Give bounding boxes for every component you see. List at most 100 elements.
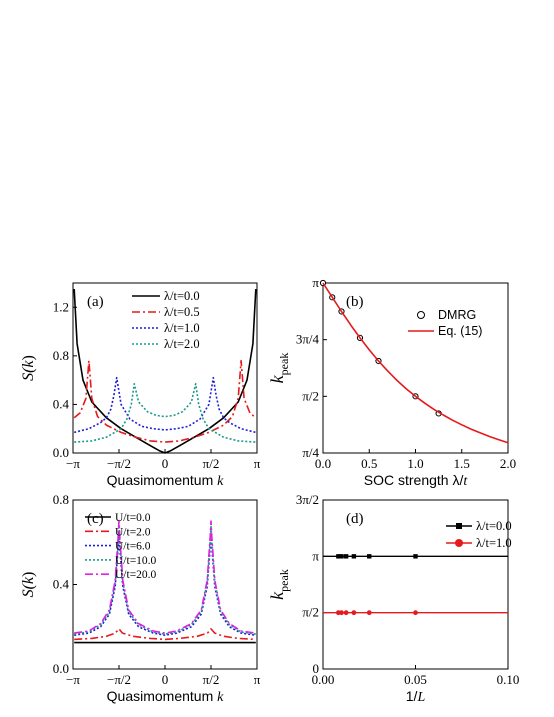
y-tick-label: π/2 [302,605,319,620]
data-point-circle [366,610,372,616]
x-tick-label: −π/2 [107,456,131,471]
panel-label: (a) [87,294,104,310]
x-tick-label: −π [66,456,80,471]
x-tick-label: 0.00 [312,672,335,687]
y-tick-label: 0 [313,661,320,676]
series-line [322,282,509,444]
legend-label: U/t=0.0 [115,512,151,524]
y-tick-label: π/2 [302,388,319,403]
legend-label: λ/t=2.0 [164,337,200,351]
y-axis-label-post: ) [20,572,37,577]
legend-label: Eq. (15) [438,324,482,338]
legend-label: λ/t=1.0 [164,321,200,335]
x-axis-label-text: 1/ [406,688,418,704]
x-axis-label: 1/L [406,688,426,705]
data-point-square [367,554,372,559]
y-tick-label: 0.0 [53,661,69,676]
y-tick-label: 3π/2 [296,492,319,507]
x-tick-label: 0 [162,672,169,687]
x-tick-label: 0 [162,456,169,471]
legend-label: λ/t=0.0 [476,519,512,533]
x-axis-label-var: k [217,474,224,489]
x-axis-label-text: Quasimomentum [107,688,214,704]
data-point-circle [343,610,349,616]
x-tick-label: π [254,456,261,471]
series-line [74,628,256,641]
x-tick-label: 0.05 [404,672,427,687]
x-axis-label-var: k [217,690,224,705]
y-axis-label-main: k [267,591,287,600]
y-tick-label: π [312,548,319,563]
x-tick-label: π/2 [203,456,220,471]
y-axis-label: kpeak [267,569,291,600]
series-line [74,530,256,637]
x-tick-label: 0.0 [315,456,331,471]
data-point-square [351,554,357,559]
x-tick-label: 1.0 [407,456,423,471]
x-tick-label: 2.0 [500,456,516,471]
legend-label: U/t=10.0 [115,555,157,567]
legend-label: U/t=6.0 [115,541,151,553]
y-tick-label: 1.2 [53,299,69,314]
series-line [74,524,256,635]
x-axis-label-text: SOC strength λ/ [364,472,464,488]
series-line [73,359,257,443]
x-tick-label: −π [66,672,80,687]
y-axis-label-post: ) [20,355,37,360]
panel-label: (c) [87,511,104,527]
data-point-square [339,554,344,559]
y-axis-label: S(k) [20,572,37,598]
x-tick-label: 1.5 [454,456,470,471]
series-line [74,376,256,434]
legend-label: DMRG [438,308,476,322]
x-tick-label: π/2 [203,672,220,687]
legend-label: λ/t=0.0 [164,289,200,303]
data-point-circle [351,610,357,616]
legend-label: U/t=2.0 [115,526,151,538]
legend-marker-circle [417,311,425,319]
x-tick-label: 0.10 [497,672,520,687]
legend-marker-square [456,523,462,529]
panel-label: (b) [346,294,364,310]
legend-label: λ/t=0.5 [164,305,200,319]
legend-label: λ/t=1.0 [476,536,512,550]
data-point-circle [413,610,418,616]
data-point-circle [339,610,344,616]
data-point-square [413,554,418,559]
y-axis-label: kpeak [267,353,291,384]
y-axis-label-var: k [20,360,37,368]
x-axis-label: SOC strength λ/t [364,472,469,489]
y-axis-label-pre: S( [20,366,37,381]
x-axis-label-var: L [416,690,425,705]
y-axis-label-sub: peak [277,569,291,592]
y-tick-label: 3π/4 [296,332,320,347]
x-axis-label-text: Quasimomentum [107,472,214,488]
x-tick-label: 0.5 [361,456,377,471]
panel-label: (d) [346,511,364,527]
series-line [74,520,256,634]
x-axis-label: Quasimomentum k [107,472,224,489]
y-axis-label-main: k [267,374,287,383]
y-axis-label-var: k [20,576,37,584]
legend-label: U/t=20.0 [115,569,157,581]
y-tick-label: π [312,275,319,290]
x-tick-label: −π/2 [107,672,131,687]
series-line [73,289,257,454]
y-tick-label: 0.4 [53,577,70,592]
y-axis-label-pre: S( [20,582,37,597]
x-axis-label: Quasimomentum k [107,688,224,705]
y-tick-label: π/4 [302,445,319,460]
y-tick-label: 0.8 [53,492,69,507]
y-axis-label: S(k) [20,355,37,381]
y-tick-label: 0.4 [53,396,70,411]
y-axis-label-sub: peak [277,353,291,376]
series-line [74,382,256,443]
x-tick-label: π [254,672,261,687]
legend-marker-circle [455,539,463,547]
x-axis-label-var: t [463,474,468,489]
data-point-square [343,554,349,559]
